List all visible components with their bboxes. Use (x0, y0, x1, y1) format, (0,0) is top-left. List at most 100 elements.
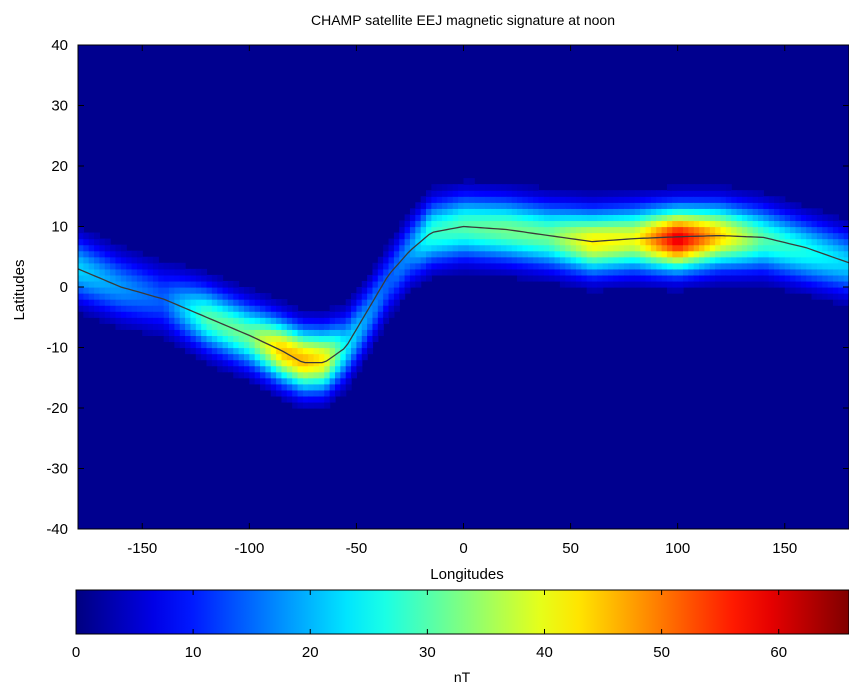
heatmap-cell (549, 268, 556, 276)
heatmap-cell (388, 299, 395, 306)
heatmap-cell (832, 268, 839, 276)
heatmap-cell (185, 274, 192, 282)
heatmap-cell (99, 244, 106, 252)
heatmap-cell (222, 280, 229, 288)
heatmap-cell (795, 262, 802, 270)
x-tick-label: 50 (562, 540, 579, 557)
heatmap-cell (436, 220, 443, 228)
heatmap-cell (260, 347, 266, 355)
heatmap-cell (393, 299, 400, 306)
heatmap-cell (260, 341, 266, 349)
heatmap-cell (549, 238, 556, 246)
colorbar-ticks: 0 10 20 30 40 50 60 (72, 590, 787, 661)
heatmap-cell (308, 329, 315, 336)
heatmap-cell (233, 299, 240, 306)
heatmap-cell (94, 250, 101, 258)
heatmap-cell (195, 274, 202, 282)
heatmap-cell (549, 244, 556, 252)
heatmap-cell (602, 202, 609, 209)
heatmap-cell (190, 329, 197, 336)
heatmap-cell (811, 274, 818, 282)
heatmap-cell (672, 190, 679, 197)
heatmap-cell (458, 214, 465, 222)
heatmap-cell (500, 202, 507, 209)
heatmap-cell (393, 250, 400, 258)
heatmap-cell (784, 268, 791, 276)
heatmap-cell (190, 299, 197, 306)
heatmap-cell (313, 335, 320, 343)
heatmap-cell (233, 347, 240, 355)
heatmap-cell (340, 311, 347, 318)
heatmap-cell (768, 214, 775, 222)
heatmap-cell (672, 220, 679, 228)
heatmap-cell (757, 274, 764, 282)
heatmap-cell (602, 196, 609, 203)
heatmap-cell (538, 232, 545, 240)
heatmap-cell (790, 220, 797, 228)
heatmap-cell (324, 359, 331, 367)
heatmap-cell (645, 202, 652, 209)
heatmap-cell (533, 220, 540, 228)
heatmap-cell (452, 220, 459, 228)
heatmap-cell (715, 214, 722, 222)
heatmap-cell (715, 190, 722, 197)
heatmap-cell (474, 232, 481, 240)
heatmap-cell (243, 323, 250, 330)
heatmap-cell (511, 202, 518, 209)
heatmap-cell (800, 274, 807, 282)
heatmap-cell (843, 287, 849, 294)
heatmap-cell (420, 202, 427, 209)
heatmap-cell (190, 323, 197, 330)
heatmap-cell (763, 232, 770, 240)
heatmap-cell (693, 214, 700, 222)
heatmap-cell (618, 238, 625, 246)
heatmap-cell (640, 226, 647, 234)
heatmap-cell (265, 383, 272, 391)
heatmap-cell (222, 299, 229, 306)
heatmap-cell (608, 226, 615, 234)
heatmap-cell (399, 268, 406, 276)
heatmap-cell (677, 214, 684, 222)
heatmap-cell (243, 353, 250, 361)
heatmap-cell (335, 389, 341, 397)
heatmap-cell (699, 184, 706, 191)
heatmap-cell (142, 323, 149, 330)
heatmap-cell (238, 341, 245, 349)
heatmap-cell (479, 238, 486, 246)
heatmap-cell (608, 220, 615, 228)
heatmap-cell (479, 208, 486, 215)
heatmap-cell (222, 311, 229, 318)
heatmap-cell (795, 287, 802, 294)
heatmap-cell (752, 202, 759, 209)
heatmap-cell (329, 365, 336, 373)
heatmap-cell (313, 353, 320, 361)
heatmap-cell (249, 353, 256, 361)
heatmap-cell (624, 214, 631, 222)
heatmap-cell (361, 293, 368, 300)
heatmap-cell (345, 347, 352, 355)
heatmap-cell (683, 268, 689, 276)
heatmap-cell (586, 268, 593, 276)
heatmap-cell (500, 184, 507, 191)
heatmap-cell (131, 256, 138, 264)
heatmap-cell (436, 238, 443, 246)
heatmap-cell (672, 256, 679, 264)
heatmap-cell (399, 293, 406, 300)
heatmap-cell (581, 226, 588, 234)
heatmap-cell (447, 232, 454, 240)
heatmap-cell (790, 202, 797, 209)
heatmap-cell (575, 232, 582, 240)
heatmap-cell (629, 262, 636, 270)
heatmap-cell (227, 317, 234, 324)
heatmap-cell (260, 293, 266, 300)
heatmap-cell (356, 311, 363, 318)
heatmap-cell (356, 359, 363, 367)
heatmap-cell (383, 299, 390, 306)
heatmap-cell (420, 238, 427, 246)
heatmap-cell (629, 214, 636, 222)
heatmap-cell (243, 311, 250, 318)
heatmap-cell (88, 311, 95, 318)
heatmap-cell (672, 214, 679, 222)
heatmap-cell (597, 226, 604, 234)
heatmap-cell (500, 208, 507, 215)
